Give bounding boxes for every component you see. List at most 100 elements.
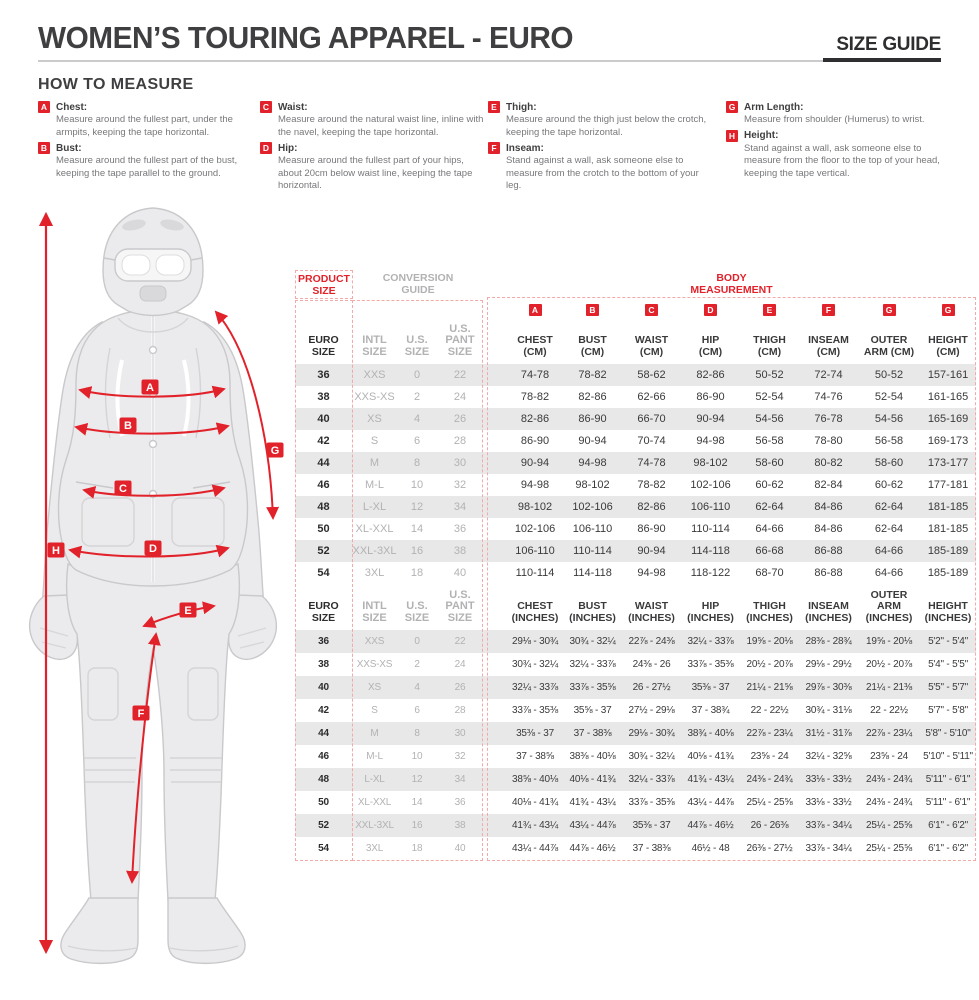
table-row: 44 M 8 30 35⅜ - 37 37 - 38⅜ 29⅛ - 30¾ 38¾ - 40⅛… bbox=[295, 722, 976, 745]
table-cell: 37 - 38⅜ bbox=[563, 722, 622, 745]
table-cell: 52-54 bbox=[874, 391, 904, 403]
table-cell: 29⅛ - 30¾ bbox=[622, 722, 681, 745]
table-cell: 6'1" - 6'2" bbox=[928, 843, 968, 854]
table-cell: 5'4" - 5'5" bbox=[928, 659, 968, 670]
measure-name: Waist: bbox=[278, 101, 308, 113]
cm-table-body: 36 XXS 0 22 74-78 78-82 58-62 82-86 50-52 72-74 50… bbox=[295, 364, 976, 584]
figure-boots bbox=[60, 897, 246, 965]
table-row: 42 S 6 28 86-90 90-94 70-74 94-98 56-58 78-80 56-5… bbox=[295, 430, 976, 452]
table-cell: 33⅞ - 35⅜ bbox=[687, 659, 734, 670]
column-gap bbox=[483, 630, 507, 653]
table-cell: XS bbox=[352, 676, 397, 699]
table-cell: 110-114 bbox=[563, 540, 622, 562]
table-cell: 78-82 bbox=[520, 391, 550, 403]
table-cell: 32¼ - 33⅞ bbox=[622, 768, 681, 791]
measure-item-chest: A Chest: Measure around the fullest part,… bbox=[38, 101, 256, 139]
measure-description: Measure from shoulder (Humerus) to wrist… bbox=[744, 114, 925, 125]
table-cell: 32¼ - 33⅞ bbox=[507, 676, 563, 699]
table-cell: 64-66 bbox=[755, 523, 784, 535]
bust-arrow bbox=[74, 422, 230, 436]
table-cell: 56-58 bbox=[874, 435, 904, 447]
table-cell: 98-102 bbox=[575, 479, 610, 491]
column-header: INTL SIZE bbox=[362, 334, 387, 358]
waist-arrow bbox=[82, 484, 226, 499]
measurement-badge-cell: E bbox=[740, 300, 799, 320]
measure-column-1: A Chest: Measure around the fullest part,… bbox=[38, 101, 256, 183]
column-header: U.S. PANT SIZE bbox=[445, 322, 475, 358]
table-cell: 29⅛ - 30¾ bbox=[507, 630, 563, 653]
size-guide-label: SIZE GUIDE bbox=[836, 34, 941, 55]
measure-column-4: G Arm Length: Measure from shoulder (Hume… bbox=[726, 101, 951, 183]
table-cell: 64-66 bbox=[874, 567, 904, 579]
table-cell: XXS-XS bbox=[356, 659, 393, 670]
table-cell: 21¼ - 21⅜ bbox=[858, 676, 920, 699]
table-cell: M bbox=[352, 452, 397, 474]
table-cell: 16 bbox=[397, 540, 437, 562]
table-cell: 40 bbox=[295, 676, 352, 699]
column-header: U.S. SIZE bbox=[404, 334, 430, 358]
table-cell: 30¾ - 32¼ bbox=[511, 659, 558, 670]
table-cell: 36 bbox=[295, 630, 352, 653]
measure-description: Measure around the fullest part, under t… bbox=[56, 114, 233, 138]
table-cell: 33⅞ - 35⅜ bbox=[628, 797, 675, 808]
table-cell: 6 bbox=[414, 705, 420, 716]
inseam-arrow bbox=[126, 632, 161, 884]
column-header: U.S. SIZE bbox=[404, 600, 430, 624]
table-cell: 37 - 38⅝ bbox=[516, 751, 554, 762]
table-cell: 28 bbox=[454, 705, 466, 716]
table-cell: 54-56 bbox=[740, 408, 799, 430]
column-gap bbox=[483, 540, 507, 562]
table-cell: 38 bbox=[437, 814, 483, 837]
table-cell: 30¾ - 32¼ bbox=[563, 630, 622, 653]
table-cell: 181-185 bbox=[927, 523, 969, 535]
column-header: WAIST (CM) bbox=[634, 334, 669, 358]
column-gap bbox=[483, 791, 507, 814]
table-cell: 26 - 27½ bbox=[622, 676, 681, 699]
table-cell: 62-64 bbox=[740, 496, 799, 518]
table-cell: XXL-3XL bbox=[352, 814, 397, 837]
table-cell: 106-110 bbox=[507, 540, 563, 562]
table-cell: 30 bbox=[437, 722, 483, 745]
column-header: OUTER ARM (CM) bbox=[863, 334, 915, 358]
table-cell: 2 bbox=[413, 391, 421, 403]
table-cell: 22⅞ - 24⅜ bbox=[622, 630, 681, 653]
table-cell: 86-90 bbox=[696, 391, 725, 403]
table-cell: 52-54 bbox=[755, 391, 784, 403]
table-cell: 40 bbox=[295, 408, 352, 430]
table-cell: 26 bbox=[437, 676, 483, 699]
table-cell: 6 bbox=[413, 435, 421, 447]
table-cell: 3XL bbox=[365, 843, 384, 854]
table-cell: 20½ - 20⅞ bbox=[746, 659, 793, 670]
table-cell: 23⅝ - 24 bbox=[750, 751, 789, 762]
table-cell: 60-62 bbox=[874, 479, 904, 491]
measurement-letter-badge: B bbox=[586, 303, 599, 316]
table-cell: 66-70 bbox=[622, 408, 681, 430]
table-cell: 24⅜ - 24¾ bbox=[740, 768, 799, 791]
measurement-badge-cell: F bbox=[799, 300, 858, 320]
table-cell: 24⅜ - 24¾ bbox=[858, 768, 920, 791]
table-cell: 84-86 bbox=[799, 496, 858, 518]
table-row: 54 3XL 18 40 43¼ - 44⅞ 44⅞ - 46½ 37 - 38⅜ 46½ -… bbox=[295, 837, 976, 860]
table-row: 50 XL-XXL 14 36 102-106 106-110 86-90 110-114 64… bbox=[295, 518, 976, 540]
column-gap bbox=[483, 699, 507, 722]
column-gap bbox=[483, 452, 507, 474]
table-cell: 157-161 bbox=[920, 364, 976, 386]
column-gap bbox=[483, 584, 507, 630]
table-cell: 110-114 bbox=[515, 567, 555, 579]
table-cell: 114-118 bbox=[681, 540, 740, 562]
measurement-badge-cell: A bbox=[507, 300, 563, 320]
column-header: THIGH (INCHES) bbox=[746, 600, 793, 624]
column-header: INTL SIZE bbox=[362, 600, 387, 624]
table-cell: 42 bbox=[318, 705, 329, 716]
table-cell: 18 bbox=[410, 567, 424, 579]
table-cell: 36 bbox=[453, 523, 467, 535]
table-cell: 12 bbox=[397, 768, 437, 791]
table-cell: 78-82 bbox=[637, 479, 666, 491]
column-header: THIGH (CM) bbox=[753, 334, 786, 358]
table-cell: 40⅛ - 41¾ bbox=[563, 768, 622, 791]
empty-cell bbox=[352, 300, 397, 320]
table-cell: 43¼ - 44⅞ bbox=[563, 814, 622, 837]
table-cell: 78-82 bbox=[563, 364, 622, 386]
table-cell: 62-66 bbox=[637, 391, 666, 403]
letter-badge-d: D bbox=[260, 142, 272, 154]
